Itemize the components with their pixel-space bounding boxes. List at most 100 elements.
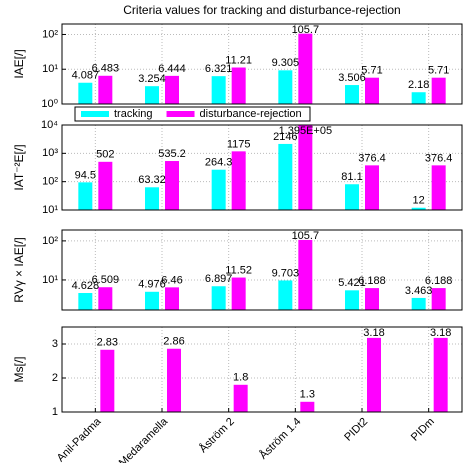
value-label: 2.18	[408, 79, 429, 91]
value-label: 2146	[273, 131, 297, 143]
y-tick-label: 10²	[42, 28, 58, 40]
value-label: 376.4	[425, 152, 453, 164]
bar	[211, 286, 226, 310]
bar	[345, 184, 359, 210]
bar	[165, 75, 179, 104]
plot-frame	[61, 23, 463, 105]
value-label: 81.1	[341, 171, 362, 183]
legend-label: disturbance-rejection	[200, 108, 302, 120]
bar	[167, 348, 181, 412]
value-label: 1.3	[300, 389, 315, 401]
bar	[431, 77, 446, 104]
value-label: 6.509	[92, 274, 120, 286]
value-label: 5.421	[338, 277, 366, 289]
bar	[231, 277, 246, 310]
value-label: 4.976	[138, 279, 166, 291]
value-label: 3.18	[363, 327, 384, 339]
bar	[145, 86, 159, 104]
chart-title: Criteria values for tracking and disturb…	[123, 3, 400, 17]
bar	[298, 125, 313, 210]
value-label: 1175	[227, 138, 251, 150]
bar	[298, 239, 313, 310]
value-label: 105.7	[292, 230, 320, 242]
value-label: 6.444	[158, 63, 186, 75]
y-tick-label: 10⁰	[41, 98, 58, 110]
value-label: 9.703	[272, 267, 300, 279]
value-label: 6.897	[205, 273, 233, 285]
value-label: 1.395E+05	[279, 125, 333, 137]
y-tick-label: 10²	[42, 176, 58, 188]
value-label: 11.52	[225, 264, 252, 276]
bar	[345, 85, 359, 104]
bar	[98, 161, 113, 210]
y-tick-label: 10¹	[42, 274, 58, 286]
y-tick-label: 10³	[42, 147, 58, 159]
value-label: 105.7	[292, 24, 320, 36]
value-label: 535.2	[158, 148, 186, 160]
y-axis-label: IAT⁻²E[/]	[12, 144, 26, 190]
y-tick-label: 10⁴	[41, 119, 58, 131]
bar	[78, 182, 93, 210]
y-tick-label: 2	[52, 372, 58, 384]
value-label: 9.305	[272, 57, 300, 69]
plot-frame	[61, 326, 463, 413]
bar	[98, 75, 113, 104]
bar	[365, 77, 379, 104]
bar	[100, 349, 115, 412]
value-label: 11.21	[225, 54, 252, 66]
bar	[145, 291, 159, 310]
bars	[78, 239, 446, 310]
value-label: 376.4	[358, 152, 386, 164]
value-label: 3.254	[138, 73, 166, 85]
bar	[98, 287, 113, 310]
bar	[278, 70, 293, 104]
value-label: 2.83	[97, 337, 118, 349]
value-label: 3.18	[430, 327, 451, 339]
y-tick-label: 10¹	[42, 204, 58, 216]
bar	[211, 169, 226, 210]
bar	[433, 337, 448, 412]
bar	[231, 67, 246, 104]
y-axis-label: IAE[/]	[12, 49, 26, 78]
value-label: 4.628	[72, 280, 100, 292]
bar	[165, 287, 179, 310]
value-label: 6.188	[358, 275, 386, 287]
plot-frame	[61, 124, 463, 211]
value-label: 5.71	[361, 65, 382, 77]
bar	[411, 297, 426, 310]
bar	[211, 76, 226, 104]
value-label: 3.506	[338, 72, 366, 84]
value-label: 6.321	[205, 63, 233, 75]
y-tick-label: 10²	[42, 235, 58, 247]
value-label: 3.463	[405, 285, 433, 297]
bar	[231, 151, 246, 210]
bar	[78, 293, 93, 310]
y-tick-label: 10¹	[42, 63, 58, 75]
value-label: 2.86	[163, 336, 184, 348]
value-label: 6.46	[161, 274, 182, 286]
plot-frame	[61, 229, 463, 311]
bars	[78, 125, 446, 210]
value-label: 63.32	[138, 174, 166, 186]
bar	[78, 82, 93, 104]
bar	[411, 92, 426, 104]
value-label: 12	[413, 195, 425, 207]
value-label: 94.5	[75, 169, 96, 181]
value-label: 264.3	[205, 157, 233, 169]
y-axis-label: Ms[/]	[12, 357, 26, 383]
bar	[278, 143, 293, 210]
value-label: 502	[96, 149, 114, 161]
value-label: 5.71	[428, 65, 449, 77]
y-tick-label: 1	[52, 406, 58, 418]
y-tick-label: 3	[52, 338, 58, 350]
bar	[298, 33, 313, 104]
bar	[233, 384, 248, 412]
value-label: 1.8	[233, 372, 248, 384]
bar	[367, 337, 381, 412]
value-label: 6.483	[92, 63, 120, 75]
bar	[345, 290, 359, 310]
bar	[431, 165, 446, 210]
bar	[165, 161, 179, 210]
bars	[100, 337, 448, 412]
